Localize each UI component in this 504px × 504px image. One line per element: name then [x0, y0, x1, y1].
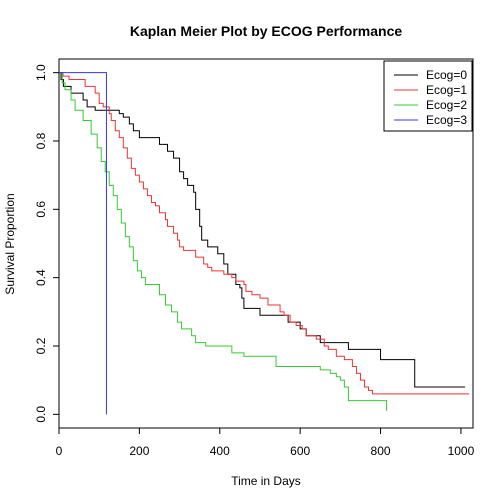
x-tick-label: 600: [290, 444, 310, 458]
y-tick-label: 0.0: [34, 406, 48, 423]
series-line-ecog-2: [59, 72, 388, 411]
series-line-ecog-3: [59, 72, 107, 415]
y-tick-label: 1.0: [34, 64, 48, 81]
x-axis: 0 200 400 600 800 1000: [56, 428, 475, 458]
legend-label: Ecog=2: [426, 98, 467, 112]
x-tick-label: 400: [210, 444, 230, 458]
legend-box: [383, 60, 473, 132]
x-axis-label: Time in Days: [231, 474, 301, 488]
x-tick-label: 200: [129, 444, 149, 458]
legend-label: Ecog=0: [426, 68, 467, 82]
chart-title: Kaplan Meier Plot by ECOG Performance: [130, 23, 403, 39]
x-tick-label: 1000: [448, 444, 475, 458]
x-tick-label: 0: [56, 444, 63, 458]
plot-frame: [58, 58, 474, 429]
y-tick-label: 0.4: [34, 269, 48, 286]
legend-label: Ecog=3: [426, 113, 467, 127]
y-tick-label: 0.2: [34, 337, 48, 354]
series-line-ecog-1: [59, 72, 469, 395]
legend-label: Ecog=1: [426, 83, 467, 97]
series-layer: [59, 72, 469, 415]
y-tick-label: 0.8: [34, 132, 48, 149]
x-tick-label: 800: [371, 444, 391, 458]
y-axis-label: Survival Proportion: [3, 193, 17, 294]
y-axis: 0.0 0.2 0.4 0.6 0.8 1.0: [34, 64, 59, 423]
y-tick-label: 0.6: [34, 201, 48, 218]
